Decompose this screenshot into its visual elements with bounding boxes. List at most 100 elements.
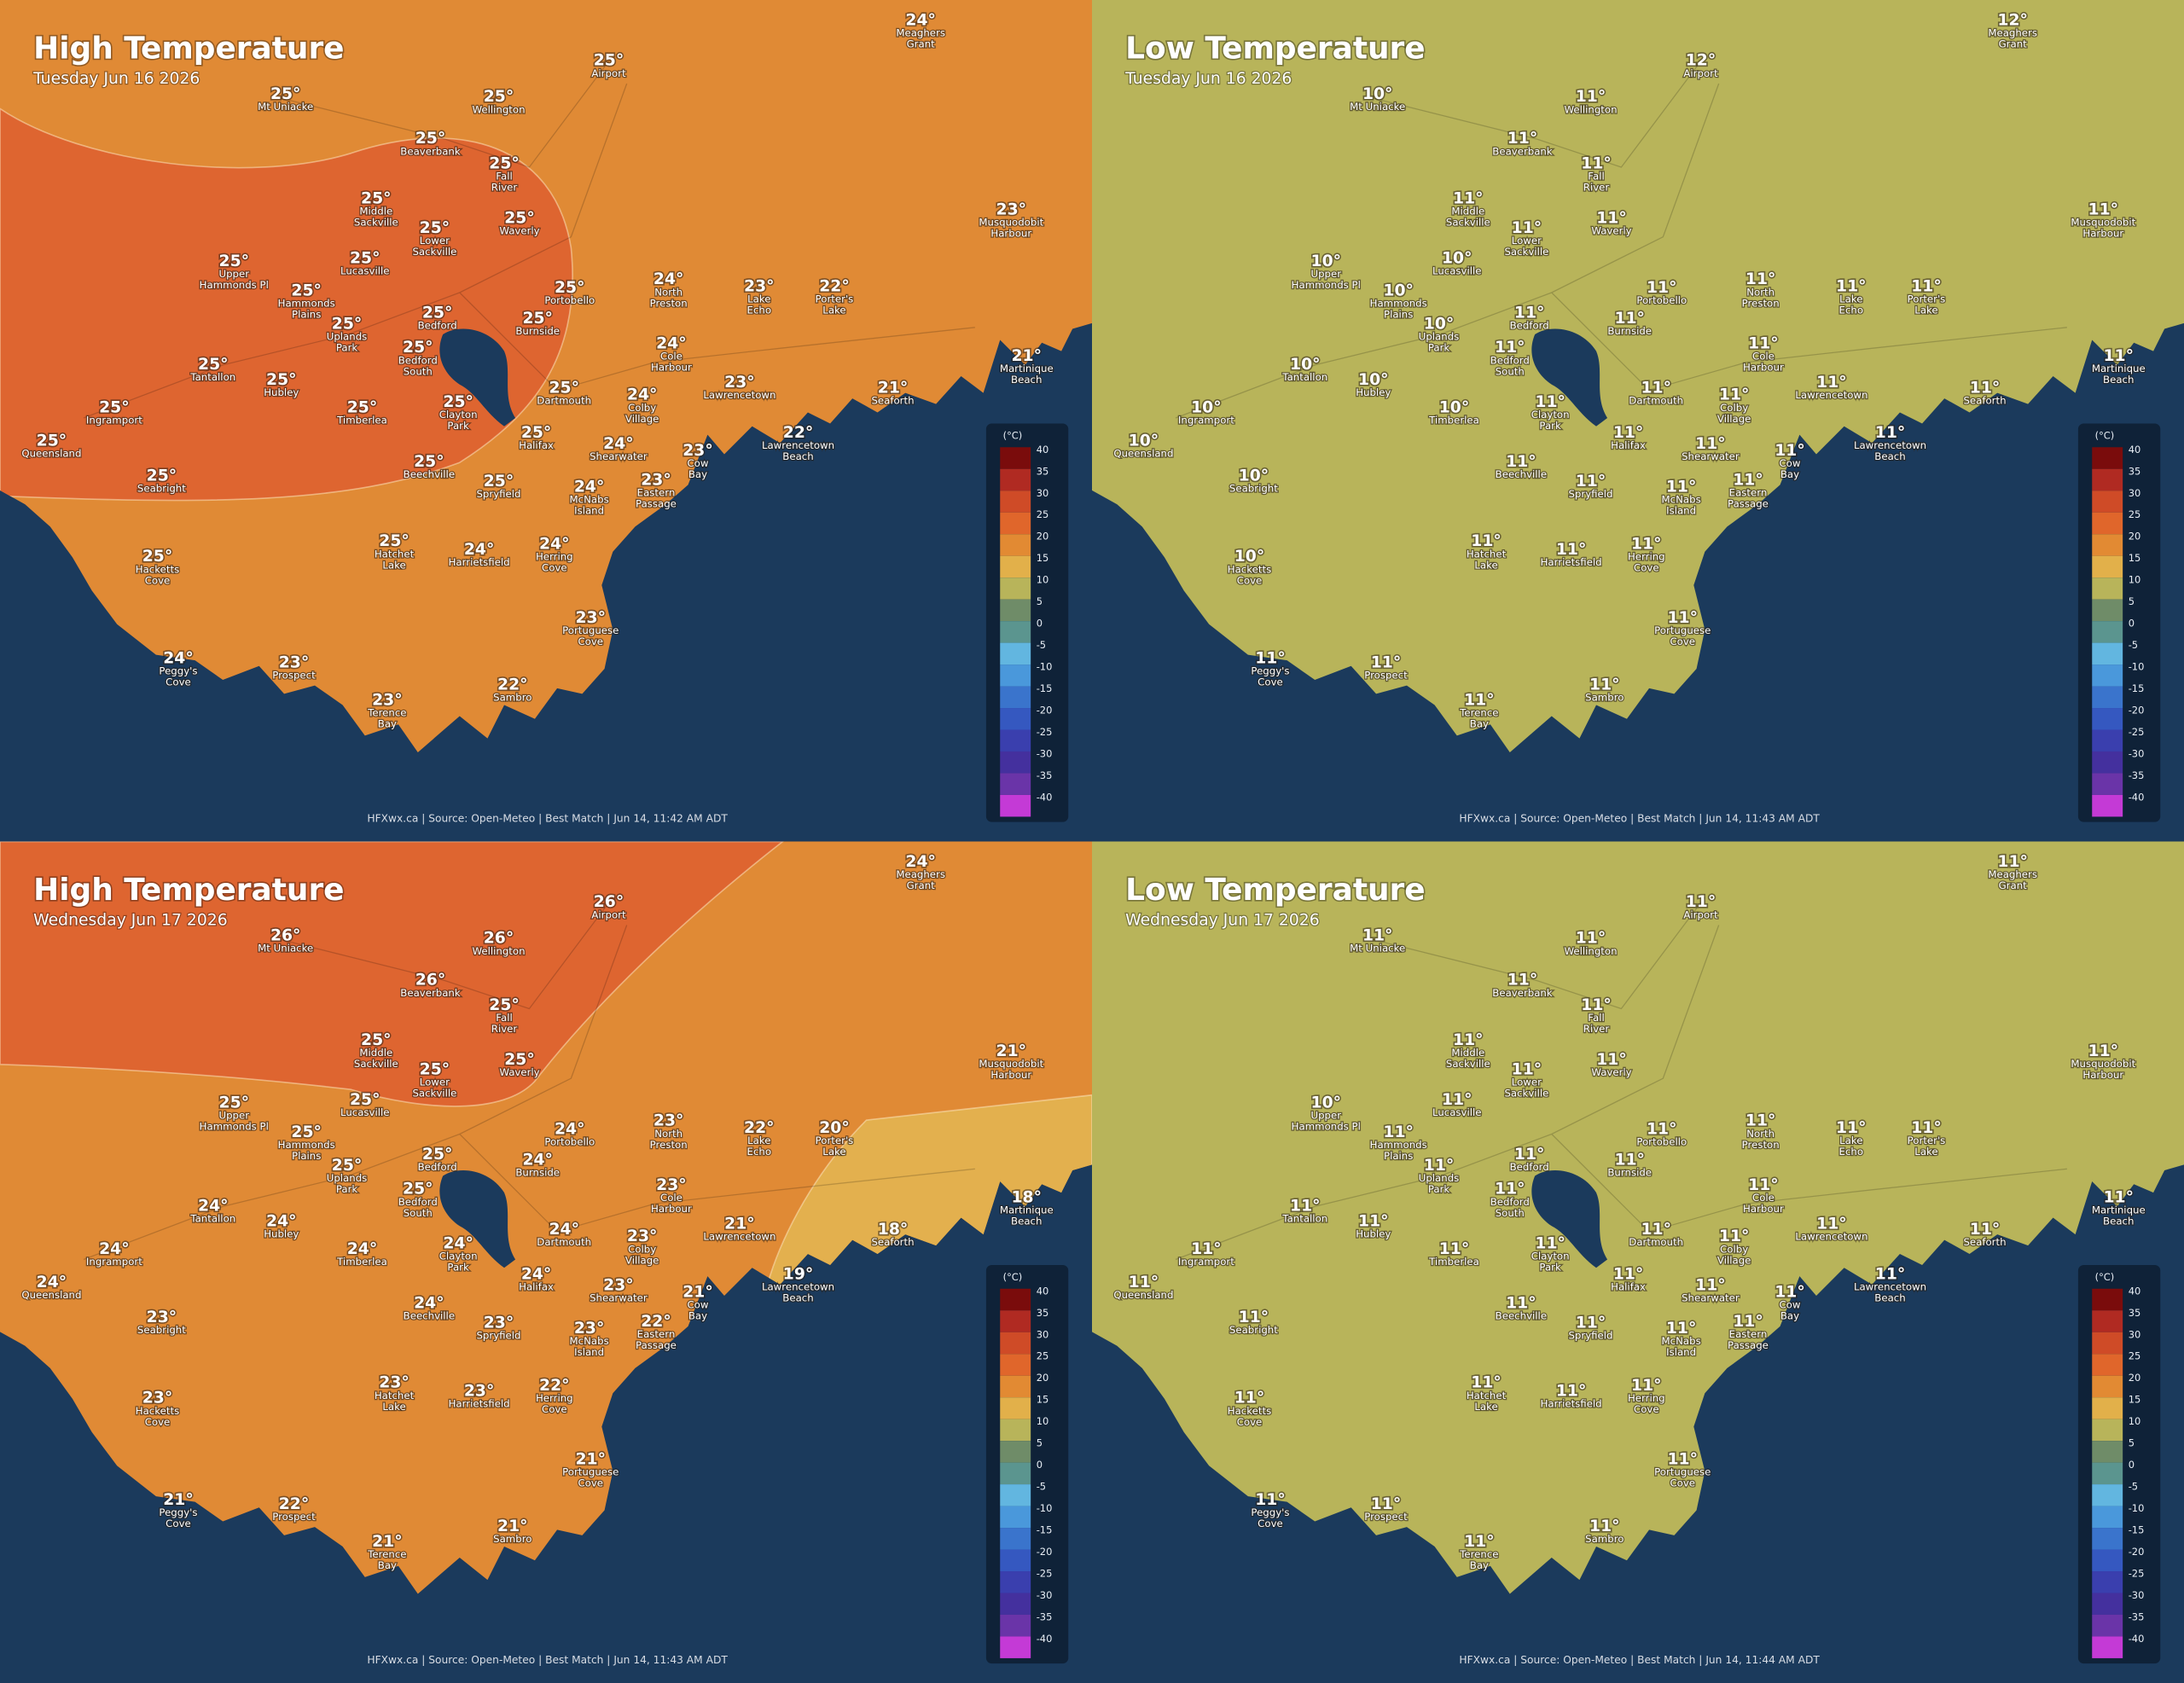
location-name: Cow <box>1779 457 1800 469</box>
location-name: Halifax <box>1611 1280 1646 1292</box>
location-temp: 11° <box>1596 1051 1626 1069</box>
location-temp: 25° <box>415 130 445 148</box>
location-temp: 11° <box>1255 649 1285 667</box>
location-temp: 11° <box>1589 1518 1619 1535</box>
location-temp: 11° <box>1748 1176 1778 1194</box>
location-name: Eastern <box>637 486 676 498</box>
location-name: Lawrencetown <box>703 1231 775 1243</box>
legend-tick-label: 40 <box>1037 444 1049 456</box>
location-name: Bedford <box>398 354 438 366</box>
location-temp: 11° <box>1507 972 1537 989</box>
location-name: Eastern <box>637 1328 676 1340</box>
legend-swatch <box>2092 1549 2123 1572</box>
location-name: Prospect <box>272 1511 316 1523</box>
location-name: Harbour <box>651 1203 692 1215</box>
location-name: Sackville <box>1446 217 1490 229</box>
location-name: Sackville <box>354 217 398 229</box>
legend-tick-label: -20 <box>1037 705 1053 717</box>
location-temp: 25° <box>198 356 228 374</box>
legend-swatch <box>2092 1419 2123 1442</box>
location-name: Meaghers <box>1988 26 2037 38</box>
location-name: Ingramport <box>86 1256 142 1268</box>
legend-tick-label: 5 <box>1037 595 1043 607</box>
location-name: Plains <box>1384 1150 1413 1162</box>
location-name: Bedford <box>1510 1161 1549 1173</box>
location-name: Harbour <box>1743 1203 1784 1215</box>
location-name: Upper <box>1311 268 1342 280</box>
location-name: Fall <box>496 1012 512 1024</box>
location-temp: 10° <box>1129 432 1159 450</box>
location-name: Prospect <box>1364 1511 1408 1523</box>
location-name: Hubley <box>264 386 299 398</box>
location-name: Lake <box>747 293 770 305</box>
legend-swatch <box>2092 1593 2123 1615</box>
location-name: Island <box>1666 1346 1696 1358</box>
location-name: Park <box>1428 1183 1450 1195</box>
location-temp: 11° <box>1631 1377 1661 1395</box>
legend-tick-label: -25 <box>1037 1568 1053 1580</box>
footer-credit: HFXwx.ca | Source: Open-Meteo | Best Mat… <box>1459 813 1820 826</box>
legend-tick-label: 30 <box>2129 487 2141 499</box>
location-name: River <box>1583 182 1610 194</box>
legend-swatch <box>1000 664 1031 687</box>
location-name: Lucasville <box>340 265 390 277</box>
legend-tick-label: -30 <box>1037 748 1053 760</box>
location-temp: 11° <box>1641 1221 1670 1239</box>
location-name: Lake <box>1474 559 1497 571</box>
location-temp: 11° <box>1686 893 1716 911</box>
location-name: Prospect <box>1364 669 1408 681</box>
temperature-zone <box>0 107 573 502</box>
location-temp: 11° <box>1453 1031 1483 1049</box>
location-name: Harbour <box>1743 361 1784 373</box>
location-name: Queensland <box>1113 1289 1173 1301</box>
location-temp: 21° <box>682 1284 712 1302</box>
location-name: Beaverbank <box>1492 987 1553 999</box>
location-name: Lucasville <box>1432 265 1482 277</box>
location-temp: 25° <box>291 1123 321 1141</box>
location-temp: 24° <box>464 541 494 559</box>
location-name: Wellington <box>1564 945 1617 957</box>
legend-swatch <box>1000 1397 1031 1419</box>
location-temp: 10° <box>1239 467 1269 485</box>
location-name: Park <box>447 420 469 432</box>
legend-swatch <box>1000 512 1031 535</box>
legend-swatch <box>1000 1506 1031 1529</box>
location-temp: 25° <box>361 189 391 207</box>
location-temp: 11° <box>1911 277 1941 295</box>
location-name: Cove <box>1258 1518 1283 1529</box>
location-name: Dartmouth <box>1629 1236 1683 1248</box>
legend-swatch <box>2092 708 2123 730</box>
legend-tick-label: -15 <box>1037 682 1053 694</box>
location-name: Lucasville <box>1432 1106 1482 1118</box>
location-temp: 23° <box>724 374 754 392</box>
location-temp: 11° <box>1514 1146 1544 1164</box>
location-name: Beechville <box>1496 468 1547 480</box>
legend-swatch <box>2092 1636 2123 1658</box>
location-name: Upper <box>1311 1110 1342 1122</box>
location-name: Porter's <box>1908 293 1946 305</box>
legend-swatch <box>2092 555 2123 578</box>
location-name: Martinique <box>2092 363 2146 374</box>
location-temp: 24° <box>539 536 569 554</box>
legend-tick-label: -5 <box>2129 1481 2138 1493</box>
location-temp: 12° <box>1997 11 2027 29</box>
location-temp: 10° <box>1362 85 1392 103</box>
location-name: Park <box>447 1262 469 1274</box>
location-name: Cow <box>687 457 708 469</box>
location-name: Echo <box>747 1146 772 1158</box>
location-name: Cove <box>578 1477 603 1489</box>
location-name: Lower <box>1512 235 1542 247</box>
location-temp: 22° <box>539 1377 569 1395</box>
location-temp: 11° <box>1239 1309 1269 1326</box>
location-name: Mt Uniacke <box>1350 943 1405 955</box>
location-name: Bedford <box>1490 1196 1530 1208</box>
location-temp: 11° <box>1613 1265 1643 1283</box>
location-name: Lawrencetown <box>762 439 834 451</box>
legend-swatch <box>1000 1462 1031 1485</box>
location-temp: 11° <box>1129 1274 1159 1291</box>
legend-swatch <box>2092 1375 2123 1398</box>
location-temp: 24° <box>603 435 633 453</box>
legend-swatch <box>1000 577 1031 600</box>
location-temp: 11° <box>1745 1112 1775 1130</box>
